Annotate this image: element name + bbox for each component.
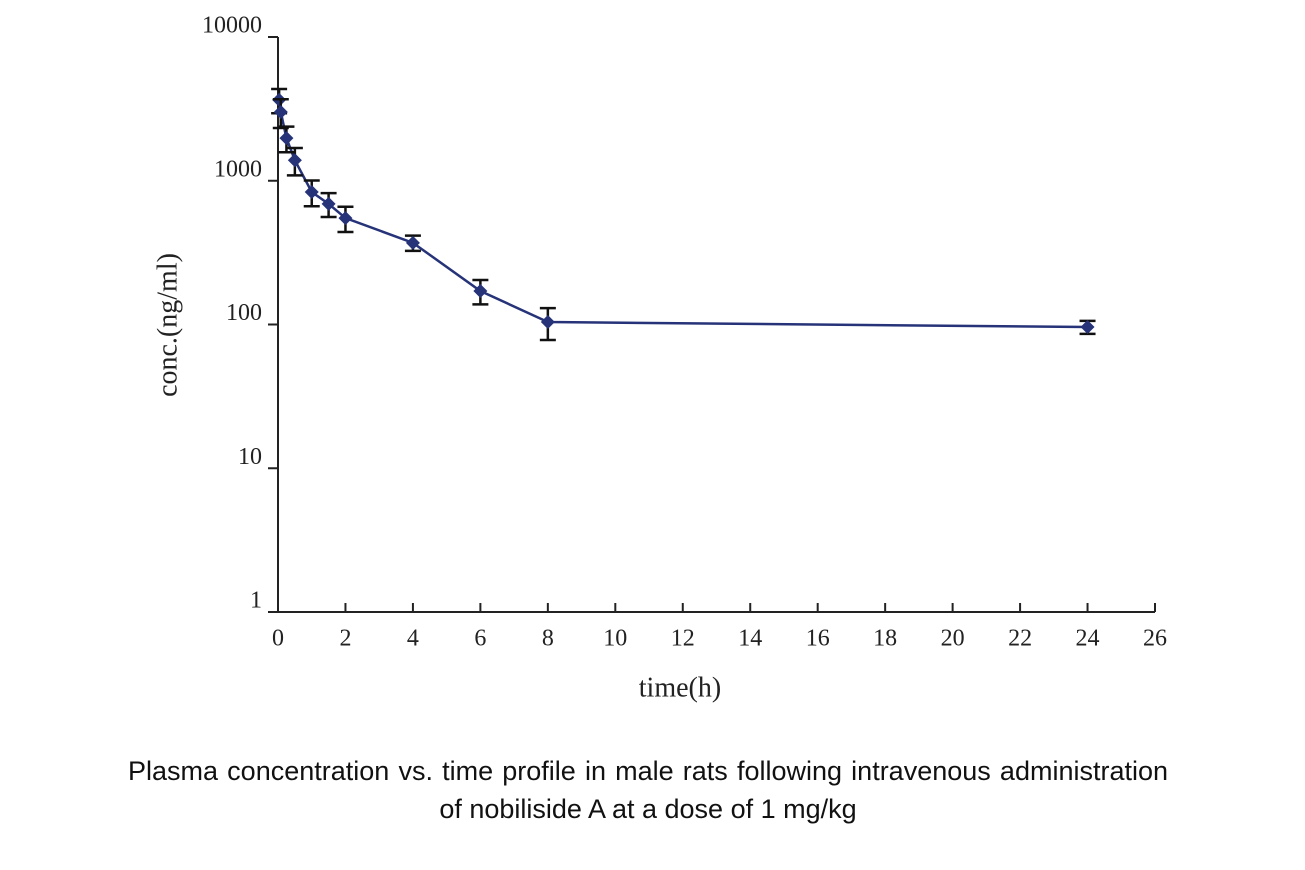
- x-tick-label: 2: [339, 626, 351, 652]
- y-tick-label: 10000: [202, 13, 262, 39]
- marker: [279, 131, 294, 146]
- x-tick-label: 26: [1143, 626, 1167, 652]
- marker: [287, 153, 302, 168]
- x-tick-label: 12: [671, 626, 695, 652]
- x-tick-label: 10: [603, 626, 627, 652]
- x-tick-label: 14: [738, 626, 762, 652]
- x-tick-label: 22: [1008, 626, 1032, 652]
- marker: [405, 235, 420, 250]
- marker: [321, 196, 336, 211]
- marker: [273, 104, 288, 119]
- x-tick-label: 18: [873, 626, 897, 652]
- y-tick-label: 1000: [214, 156, 262, 182]
- y-tick-label: 10: [238, 444, 262, 470]
- y-tick-label: 1: [250, 588, 262, 614]
- x-tick-label: 16: [806, 626, 830, 652]
- x-axis-label: time(h): [639, 672, 721, 703]
- marker: [540, 315, 555, 330]
- marker: [304, 185, 319, 200]
- y-tick-label: 100: [226, 300, 262, 326]
- x-tick-label: 0: [272, 626, 284, 652]
- series-line: [277, 99, 1088, 329]
- caption: Plasma concentration vs. time profile in…: [128, 756, 1168, 824]
- x-tick-label: 4: [407, 626, 419, 652]
- x-tick-label: 8: [542, 626, 554, 652]
- y-axis-label: conc.(ng/ml): [152, 253, 183, 397]
- x-tick-label: 6: [474, 626, 486, 652]
- marker: [1080, 320, 1095, 335]
- marker: [473, 284, 488, 299]
- marker: [338, 211, 353, 226]
- x-tick-label: 24: [1076, 626, 1100, 652]
- x-tick-label: 20: [941, 626, 965, 652]
